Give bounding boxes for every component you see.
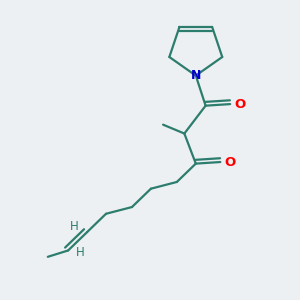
Text: H: H [76,246,85,259]
Text: H: H [70,220,79,233]
Text: O: O [224,155,236,169]
Text: N: N [190,69,201,82]
Text: O: O [234,98,245,111]
